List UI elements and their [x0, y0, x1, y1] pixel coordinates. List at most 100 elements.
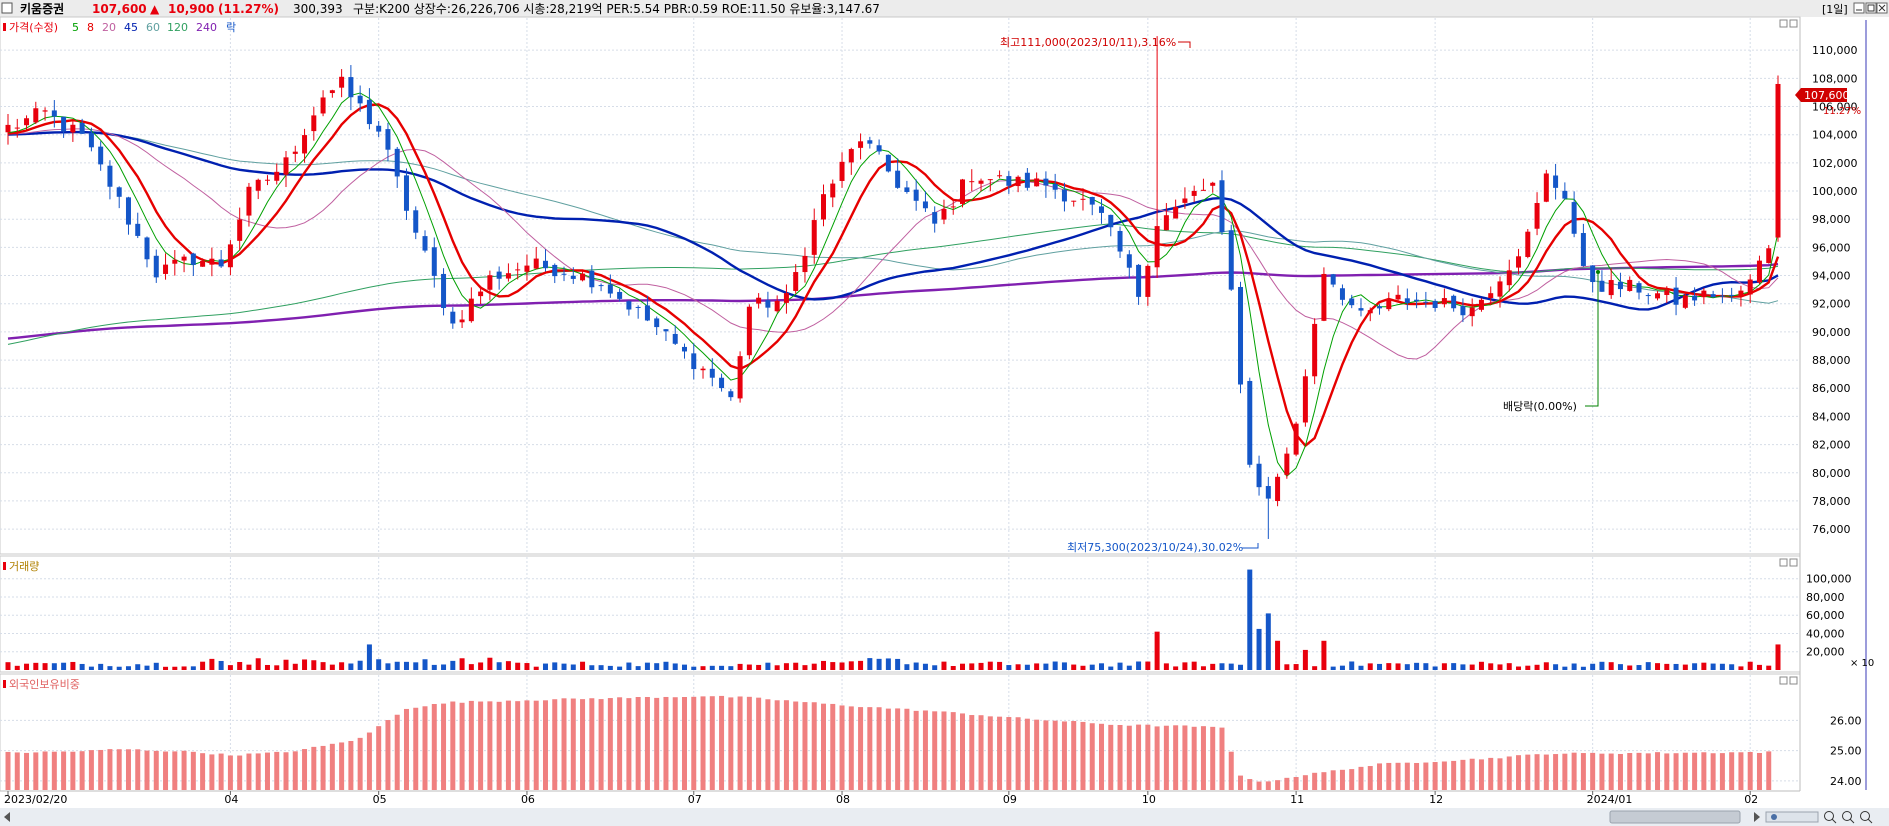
candle-body [1367, 310, 1373, 314]
foreign-ratio-bar [1766, 751, 1772, 790]
dividend-label: 배당락(0.00%) [1503, 400, 1577, 413]
foreign-ratio-bar [1015, 717, 1021, 790]
price-panel-minimize-icon[interactable] [1779, 19, 1788, 28]
foreign-ratio-bar [1423, 762, 1429, 790]
candle-body [1321, 273, 1327, 321]
foreign-ratio-bar [987, 716, 993, 790]
volume-bar [218, 660, 224, 670]
foreign-ratio-bar [1265, 781, 1271, 790]
maximize-icon[interactable] [1865, 2, 1877, 14]
candle-body [1284, 453, 1290, 475]
candle-body [848, 149, 854, 163]
candle-body [14, 127, 20, 129]
volume-bar [172, 666, 178, 670]
scroll-thumb[interactable] [1609, 810, 1741, 824]
foreign-ratio-bar [1719, 753, 1725, 790]
foreign-ratio-bar [663, 696, 669, 790]
legend-ma45: 45 [124, 21, 138, 34]
candle-body [376, 125, 382, 132]
volume-bar [987, 661, 993, 670]
candle-body [218, 259, 224, 267]
volume-bar [1756, 664, 1762, 670]
foreign-panel-close-icon[interactable] [1789, 676, 1798, 685]
volume-bar [1006, 665, 1012, 670]
candle-body [783, 293, 789, 303]
legend-ex-dividend: 락 [226, 21, 236, 34]
scroll-bar[interactable] [0, 808, 1889, 826]
volume-bar [1377, 663, 1383, 670]
zoom-out-icon[interactable] [1842, 811, 1855, 824]
candle-body [922, 201, 928, 209]
foreign-ratio-bar [292, 751, 298, 790]
volume-bar [895, 658, 901, 670]
volume-bar [709, 665, 715, 670]
ma-60-line [7, 132, 1779, 304]
candle-body [264, 179, 270, 181]
legend-ma5: 5 [72, 21, 79, 34]
candle-body [1747, 279, 1753, 295]
candle-body [1673, 287, 1679, 305]
x-tick-label: 07 [688, 793, 702, 806]
up-arrow-icon: ▲ [150, 2, 160, 16]
volume-bar [1265, 613, 1271, 670]
foreign-ratio-bar [125, 749, 131, 790]
scroll-right-icon[interactable] [1754, 812, 1760, 822]
zoom-slider[interactable] [1765, 811, 1819, 823]
price-panel [0, 16, 1801, 555]
foreign-ratio-bar [116, 749, 122, 790]
candle-body [459, 319, 465, 323]
price-tick-label: 104,000 [1812, 129, 1858, 142]
volume-bar [1738, 666, 1744, 670]
candle-body [533, 258, 539, 269]
volume-bar [1673, 663, 1679, 670]
candle-body [1497, 281, 1503, 297]
volume-bar [450, 660, 456, 670]
candle-body [1302, 376, 1308, 423]
foreign-ratio-bar [1627, 753, 1633, 790]
volume-bar [1024, 664, 1030, 670]
legend-ma20: 20 [102, 21, 116, 34]
foreign-ratio-bar [357, 737, 363, 790]
foreign-ratio-bar [922, 710, 928, 790]
zoom-reset-icon[interactable] [1860, 811, 1873, 824]
price-panel-close-icon[interactable] [1789, 19, 1798, 28]
candle-body [1099, 206, 1105, 213]
volume-panel-minimize-icon[interactable] [1779, 558, 1788, 567]
volume-bar [793, 662, 799, 670]
legend-volume: 거래량 [9, 560, 39, 573]
price-tick-label: 106,000 [1812, 101, 1858, 114]
candle-body [1738, 290, 1744, 297]
volume-bar [61, 662, 67, 670]
candle-body [997, 175, 1003, 177]
foreign-ratio-bar [1145, 724, 1151, 790]
foreign-ratio-bar [1052, 720, 1058, 790]
volume-bar [635, 666, 641, 670]
candle-body [42, 110, 48, 112]
candle-body [1210, 182, 1216, 186]
foreign-ratio-bar [728, 697, 734, 790]
candle-body [1469, 307, 1475, 317]
volume-bar [1312, 666, 1318, 670]
volume-panel-close-icon[interactable] [1789, 558, 1798, 567]
volume-bar [561, 663, 567, 670]
trade-volume: 300,393 [293, 2, 343, 16]
volume-bar [144, 665, 150, 670]
foreign-ratio-bar [1321, 772, 1327, 790]
scroll-left-icon[interactable] [4, 812, 10, 822]
foreign-ratio-bar [867, 707, 873, 790]
candle-body [1414, 299, 1420, 302]
period-selector[interactable]: [1일] [1822, 2, 1848, 16]
foreign-ratio-bar [1664, 753, 1670, 790]
foreign-panel-minimize-icon[interactable] [1779, 676, 1788, 685]
minimize-icon[interactable] [1853, 2, 1865, 14]
foreign-ratio-bar [487, 701, 493, 790]
volume-bar [533, 666, 539, 670]
foreign-ratio-bar [246, 753, 252, 790]
zoom-in-icon[interactable] [1824, 811, 1837, 824]
volume-bar [1099, 663, 1105, 670]
volume-bar [617, 666, 623, 670]
window-menu-icon[interactable] [1, 2, 13, 14]
volume-bar [1080, 665, 1086, 670]
volume-bar [672, 663, 678, 670]
volume-bar [580, 661, 586, 670]
